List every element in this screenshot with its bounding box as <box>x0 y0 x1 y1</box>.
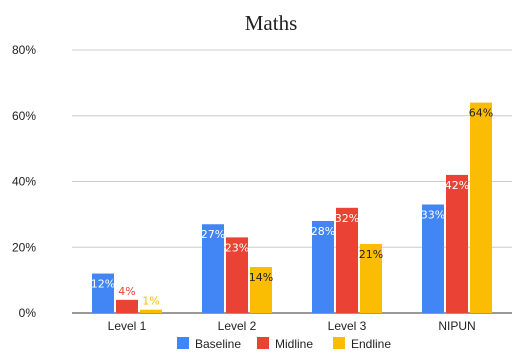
data-label: 1% <box>142 295 159 308</box>
x-tick-label: Level 3 <box>328 319 367 333</box>
x-tick-label: NIPUN <box>438 319 475 333</box>
bar-midline <box>336 207 358 313</box>
data-labels: 12%4% 1% 27%23% 14% 28%32% 21% 33% 42% 64% <box>91 107 493 308</box>
data-label: 33% <box>421 209 445 222</box>
legend-swatch <box>333 337 345 349</box>
legend-swatch <box>177 337 189 349</box>
bar-midline <box>446 174 468 313</box>
legend: Baseline Midline Endline <box>177 337 391 351</box>
data-label: 27% <box>201 228 225 241</box>
legend-swatch <box>257 337 269 349</box>
bar-baseline <box>92 273 114 313</box>
bar-midline <box>226 237 248 313</box>
bar-endline <box>140 309 162 313</box>
y-tick-label: 40% <box>12 175 36 189</box>
data-label: 32% <box>335 212 359 225</box>
data-label: 21% <box>359 248 383 261</box>
legend-label: Midline <box>275 337 313 351</box>
data-label: 23% <box>225 241 249 254</box>
bar-baseline <box>422 204 444 313</box>
data-label: 42% <box>445 179 469 192</box>
bar-baseline <box>202 224 224 313</box>
bars <box>92 102 492 313</box>
y-tick-label: 0% <box>19 306 37 320</box>
legend-label: Endline <box>351 337 391 351</box>
bar-endline <box>250 266 272 313</box>
bar-baseline <box>312 220 334 313</box>
chart-title: Maths <box>245 11 298 35</box>
bar-endline <box>470 102 492 313</box>
legend-label: Baseline <box>195 337 241 351</box>
y-tick-label: 60% <box>12 109 36 123</box>
bar-midline <box>116 299 138 313</box>
data-label: 64% <box>469 107 493 120</box>
y-tick-label: 20% <box>12 240 36 254</box>
data-label: 14% <box>249 271 273 284</box>
x-axis-labels: Level 1 Level 2 Level 3 NIPUN <box>108 319 476 333</box>
x-tick-label: Level 2 <box>218 319 257 333</box>
bar-endline <box>360 243 382 313</box>
data-label: 4% <box>118 285 135 298</box>
data-label: 28% <box>311 225 335 238</box>
y-axis-ticks: 0% 20% 40% 60% 80% <box>12 43 36 320</box>
data-label: 12% <box>91 278 115 291</box>
y-tick-label: 80% <box>12 43 36 57</box>
x-tick-label: Level 1 <box>108 319 147 333</box>
